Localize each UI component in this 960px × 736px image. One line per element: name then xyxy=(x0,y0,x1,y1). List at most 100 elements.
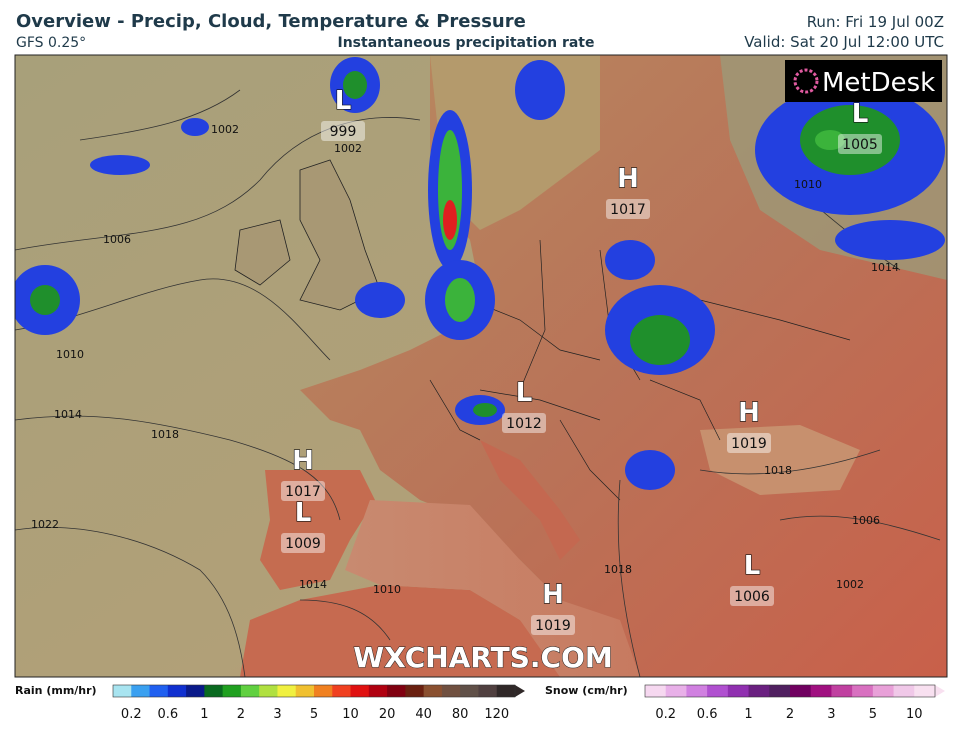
watermark: WXCHARTS.COM xyxy=(353,641,613,674)
isobars xyxy=(15,89,941,677)
isobar-label: 1006 xyxy=(852,514,880,527)
isobar-label: 1006 xyxy=(103,233,131,246)
north-africa xyxy=(240,585,600,677)
pressure-value: 1006 xyxy=(734,589,770,605)
legend-swatch xyxy=(914,685,936,697)
italy xyxy=(480,440,580,560)
legend-frame xyxy=(112,684,516,698)
logo-box xyxy=(785,60,942,102)
legend-swatch xyxy=(222,685,242,697)
legend-swatch xyxy=(686,685,708,697)
legend-swatch xyxy=(769,685,791,697)
legend-swatch xyxy=(423,685,443,697)
pressure-value-box xyxy=(730,586,774,606)
legend-tick-label: 1 xyxy=(744,707,752,722)
legend-tick-label: 0.2 xyxy=(121,707,142,722)
legend-swatch xyxy=(149,685,169,697)
legend-swatch xyxy=(872,685,895,697)
legend-tick-label: 3 xyxy=(273,707,281,722)
pressure-value-box xyxy=(281,533,325,553)
legend-arrow xyxy=(935,685,945,697)
pressure-value: 1017 xyxy=(610,202,646,218)
isobar-label: 1002 xyxy=(836,578,864,591)
legend-swatch xyxy=(496,685,516,697)
legend-arrow xyxy=(515,685,525,697)
legend-swatch xyxy=(460,685,479,697)
legend-swatch xyxy=(810,685,832,697)
isobar-label: 1010 xyxy=(56,348,84,361)
legend-swatch xyxy=(131,685,151,697)
pressure-center-letter: L xyxy=(516,378,533,408)
legend-tick-label: 0.6 xyxy=(157,707,178,722)
isobar-label: 1010 xyxy=(794,178,822,191)
legend-tick-label: 10 xyxy=(906,707,923,722)
rain-legend-title: Rain (mm/hr) xyxy=(15,684,97,697)
pressure-value: 1005 xyxy=(842,137,878,153)
black-sea xyxy=(700,425,860,495)
pressure-value: 1019 xyxy=(535,618,571,634)
pressure-center-letter: L xyxy=(744,551,761,581)
legend-tick-label: 2 xyxy=(786,707,794,722)
logo: MetDesk xyxy=(822,68,935,98)
legend-swatch xyxy=(332,685,352,697)
legend-swatch xyxy=(113,685,132,697)
run-time: Run: Fri 19 Jul 00Z xyxy=(807,13,944,31)
legend-tick-label: 0.2 xyxy=(655,707,676,722)
legend-swatch xyxy=(665,685,687,697)
isobar-label: 1018 xyxy=(151,428,179,441)
legend-swatch xyxy=(478,685,498,697)
legend-swatch xyxy=(204,685,224,697)
legend-swatch xyxy=(295,685,315,697)
model: GFS 0.25° xyxy=(16,35,86,51)
pressure-center-letter: H xyxy=(738,398,760,428)
ireland xyxy=(234,219,291,286)
legend-tick-label: 3 xyxy=(827,707,835,722)
pressure-value: 1017 xyxy=(285,484,321,500)
map-frame xyxy=(14,54,948,678)
pressure-value: 1009 xyxy=(285,536,321,552)
legend-tick-label: 0.6 xyxy=(697,707,718,722)
legend-tick-label: 1 xyxy=(200,707,208,722)
legend-swatch xyxy=(405,685,425,697)
legend-swatch xyxy=(748,685,770,697)
legend-swatch xyxy=(368,685,388,697)
pressure-value-box xyxy=(531,615,575,635)
legend-swatch xyxy=(727,685,750,697)
legend-swatch xyxy=(314,685,333,697)
precipitation xyxy=(15,57,945,490)
pressure-center-letter: L xyxy=(852,99,869,129)
legend-swatch xyxy=(441,685,461,697)
legend-swatch xyxy=(186,685,205,697)
pressure-value-box xyxy=(502,413,546,433)
legend-tick-label: 5 xyxy=(869,707,877,722)
legend-swatch xyxy=(893,685,915,697)
mediterranean xyxy=(345,500,640,677)
pressure-center-letter: H xyxy=(292,446,314,476)
legend-swatch xyxy=(259,685,278,697)
legend-swatch xyxy=(707,685,729,697)
legend-swatch xyxy=(387,685,406,697)
isobar-label: 1018 xyxy=(604,563,632,576)
pressure-value-box xyxy=(606,199,650,219)
iberia xyxy=(260,470,375,590)
pressure-value: 999 xyxy=(330,124,357,140)
legend-tick-label: 20 xyxy=(379,707,396,722)
isobar-labels: 1002 1002 1006 1010 1014 1018 1022 1014 1010 1018… xyxy=(31,123,899,596)
pressure-value-box xyxy=(281,481,325,501)
pressure-value: 1019 xyxy=(731,436,767,452)
legend-tick-label: 120 xyxy=(484,707,509,722)
pressure-center-letter: L xyxy=(335,86,352,116)
legend-swatch xyxy=(645,685,667,697)
isobar-label: 1002 xyxy=(211,123,239,136)
pressure-value-box xyxy=(321,121,365,141)
subtitle: Instantaneous precipitation rate xyxy=(338,35,595,51)
pressure-center-letter: H xyxy=(617,164,639,194)
isobar-label: 1002 xyxy=(334,142,362,155)
isobar-label: 1014 xyxy=(871,261,899,274)
legend-tick-label: 2 xyxy=(237,707,245,722)
logo-icon xyxy=(793,68,819,94)
legends: 0.2 0.6 1 2 3 5 10 20 40 80 120 0.2 0.6 1 2 3 5 10 xyxy=(112,684,945,722)
legend-tick-label: 40 xyxy=(415,707,432,722)
